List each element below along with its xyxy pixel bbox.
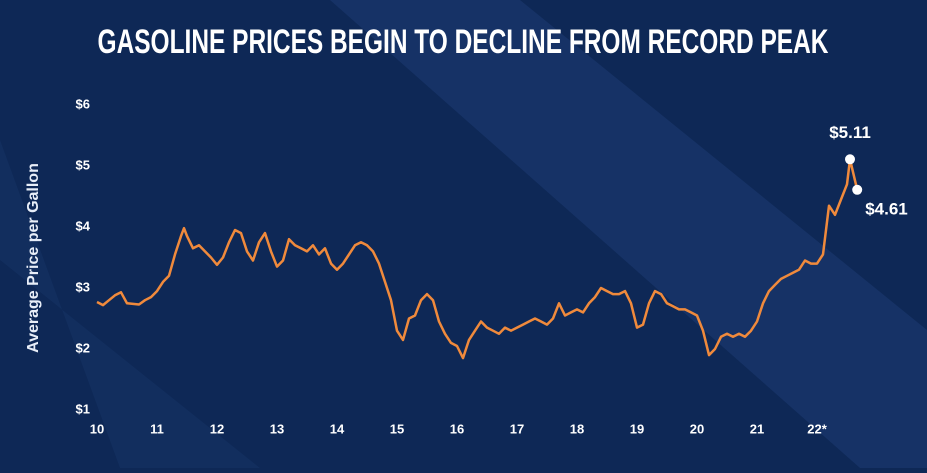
x-tick-label: 10 [90,421,104,436]
x-tick-label: 18 [570,421,584,436]
y-tick-label: $2 [76,340,90,355]
annotation-label: $4.61 [865,199,908,218]
background-band [330,0,927,468]
y-axis-label: Average Price per Gallon [25,163,42,353]
x-tick-label: 15 [390,421,404,436]
y-tick-label: $4 [76,218,91,233]
y-tick-label: $6 [76,96,90,111]
x-tick-label: 17 [510,421,524,436]
annotation-label: $5.11 [829,123,871,142]
background-band [0,140,260,468]
x-tick-label: 20 [690,421,704,436]
y-tick-label: $1 [76,401,90,416]
x-tick-label: 11 [150,421,164,436]
x-tick-label: 21 [750,421,764,436]
annotation-dot [845,154,855,165]
annotation-dot [852,184,863,195]
y-tick-label: $3 [76,279,90,294]
price-line [96,158,859,360]
chart-title: GASOLINE PRICES BEGIN TO DECLINE FROM RE… [98,23,829,61]
x-tick-label: 19 [630,421,644,436]
x-tick-label: 22* [807,421,827,436]
x-tick-label: 13 [270,421,284,436]
x-tick-label: 14 [330,421,345,436]
y-tick-label: $5 [76,157,90,172]
x-tick-label: 12 [210,421,224,436]
x-tick-label: 16 [450,421,464,436]
